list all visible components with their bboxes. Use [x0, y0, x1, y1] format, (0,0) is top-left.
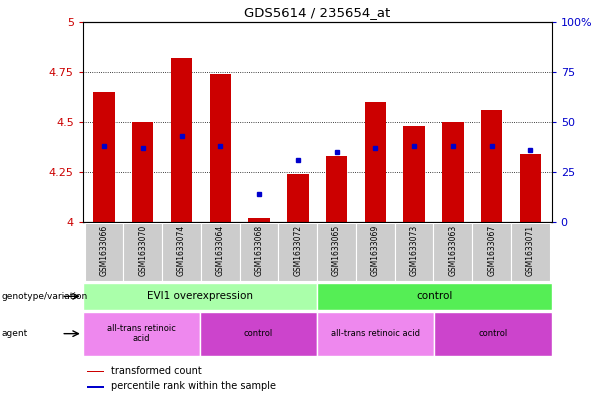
Bar — [162, 223, 201, 281]
Bar — [511, 223, 550, 281]
Bar — [83, 312, 200, 356]
Text: GSM1633070: GSM1633070 — [139, 225, 147, 276]
Bar — [318, 283, 552, 310]
Bar — [278, 223, 318, 281]
Text: control: control — [416, 291, 452, 301]
Text: GSM1633071: GSM1633071 — [526, 225, 535, 276]
Text: GSM1633072: GSM1633072 — [294, 225, 302, 276]
Bar — [83, 283, 318, 310]
Bar — [395, 223, 433, 281]
Text: all-trans retinoic acid: all-trans retinoic acid — [332, 329, 421, 338]
Bar — [435, 312, 552, 356]
Text: GSM1633074: GSM1633074 — [177, 225, 186, 276]
Bar — [520, 154, 541, 222]
Text: GSM1633065: GSM1633065 — [332, 225, 341, 276]
Bar — [93, 92, 115, 222]
Bar — [433, 223, 472, 281]
Bar — [85, 223, 123, 281]
Bar — [132, 122, 153, 222]
Bar — [88, 386, 104, 387]
Text: GSM1633067: GSM1633067 — [487, 225, 496, 276]
Text: GSM1633068: GSM1633068 — [254, 225, 264, 276]
Bar — [287, 174, 308, 222]
Text: control: control — [244, 329, 273, 338]
Bar — [123, 223, 162, 281]
Bar — [248, 218, 270, 222]
Text: agent: agent — [2, 329, 28, 338]
Bar — [356, 223, 395, 281]
Text: genotype/variation: genotype/variation — [2, 292, 88, 301]
Bar — [481, 110, 502, 222]
Bar — [318, 223, 356, 281]
Bar — [403, 126, 425, 222]
Text: EVI1 overexpression: EVI1 overexpression — [147, 291, 253, 301]
Bar — [472, 223, 511, 281]
Text: GSM1633064: GSM1633064 — [216, 225, 225, 276]
Text: control: control — [479, 329, 508, 338]
Text: GSM1633063: GSM1633063 — [448, 225, 457, 276]
Bar — [210, 74, 231, 222]
Text: GSM1633069: GSM1633069 — [371, 225, 380, 276]
Bar — [240, 223, 278, 281]
Bar — [200, 312, 318, 356]
Text: transformed count: transformed count — [111, 366, 202, 376]
Bar — [318, 312, 435, 356]
Bar — [88, 371, 104, 373]
Text: GSM1633073: GSM1633073 — [409, 225, 419, 276]
Bar — [442, 122, 463, 222]
Text: percentile rank within the sample: percentile rank within the sample — [111, 381, 276, 391]
Bar — [201, 223, 240, 281]
Bar — [171, 58, 192, 222]
Text: GSM1633066: GSM1633066 — [99, 225, 109, 276]
Text: all-trans retinoic
acid: all-trans retinoic acid — [107, 324, 176, 343]
Bar — [326, 156, 347, 222]
Title: GDS5614 / 235654_at: GDS5614 / 235654_at — [244, 6, 390, 19]
Bar — [365, 102, 386, 222]
